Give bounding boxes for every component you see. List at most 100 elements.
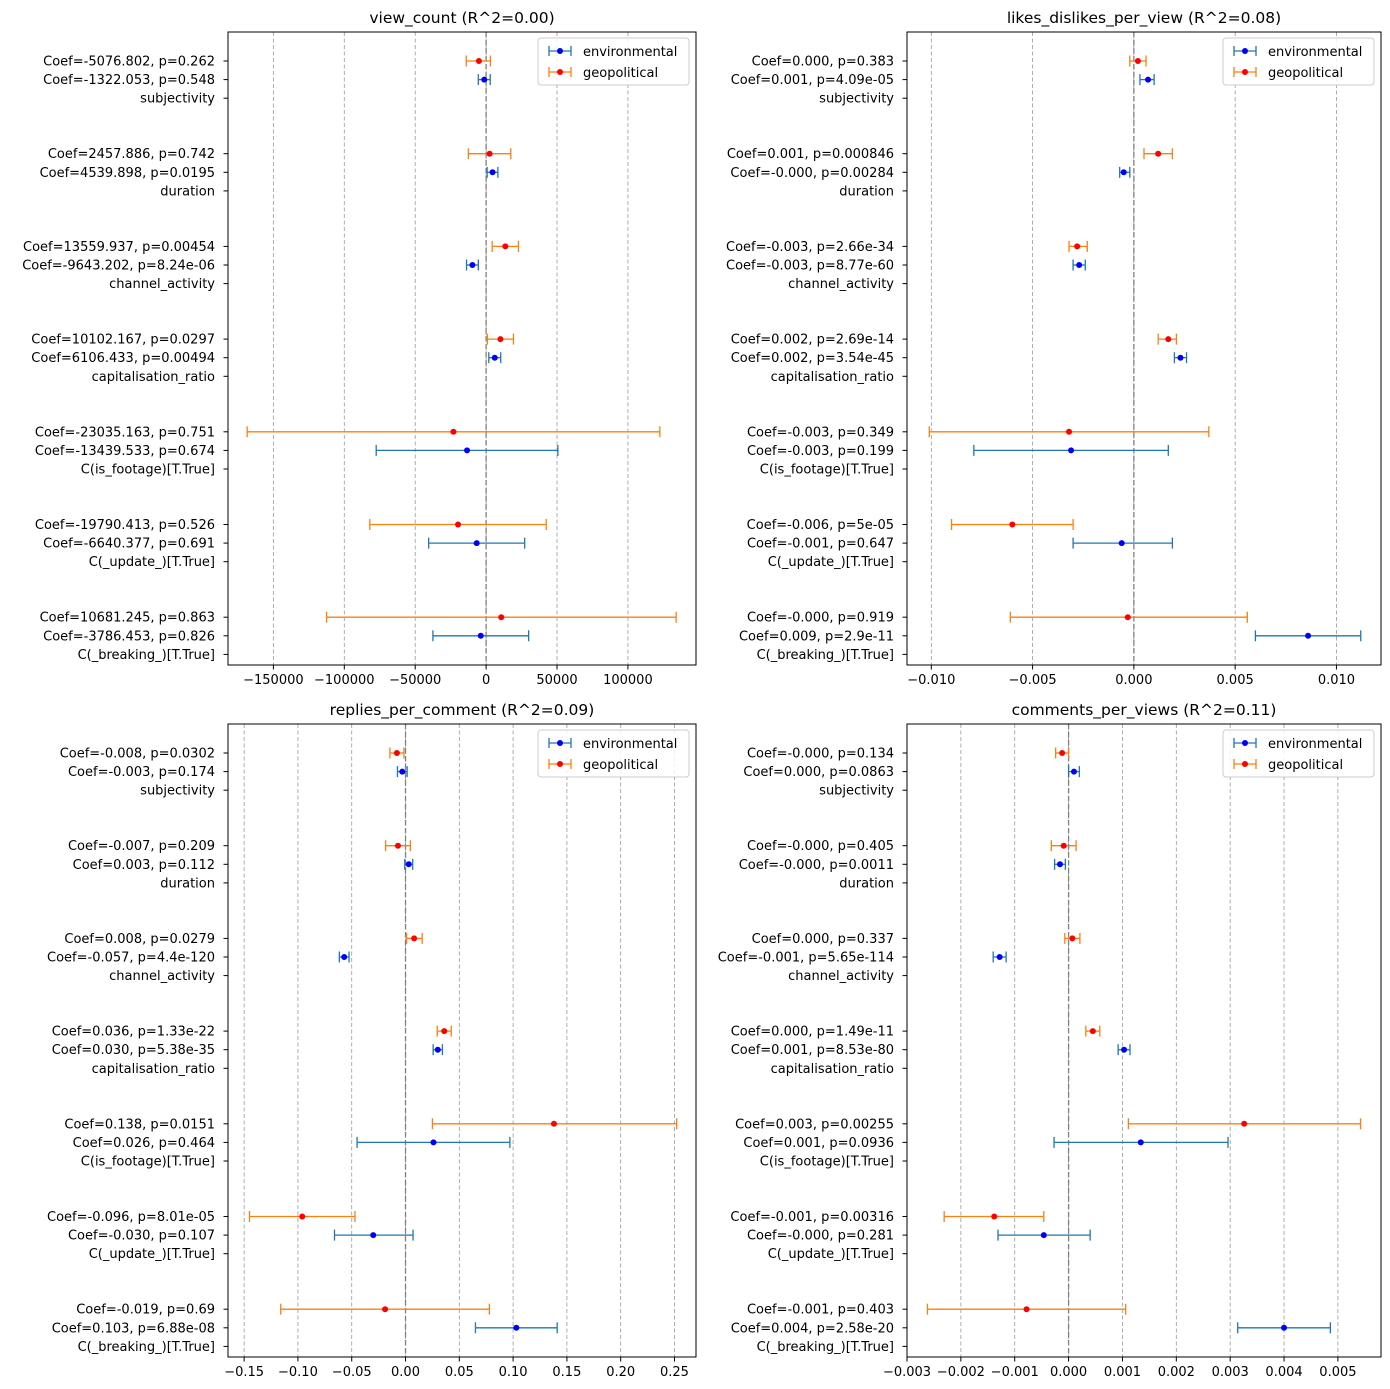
axes-frame [906,723,1382,1358]
x-tick-label: −0.15 [224,1365,264,1380]
variable-label: duration [839,876,894,891]
legend-swatch-marker [557,761,563,767]
legend-box [1222,37,1375,86]
coef-label: Coef=0.000, p=1.49e-11 [731,1025,894,1040]
legend-swatch-marker [557,69,563,75]
x-tick-label: 0.10 [499,1365,528,1380]
geo-point [1060,842,1067,849]
coef-label: Coef=-3786.453, p=0.826 [43,629,215,644]
variable-label: C(_breaking_)[T.True] [757,648,894,663]
geo-point [441,1028,448,1035]
coef-label: Coef=-9643.202, p=8.24e-06 [22,259,215,274]
env-point [469,262,476,268]
variable-label: subjectivity [819,784,894,799]
variable-label: C(_update_)[T.True] [768,555,894,570]
geo-point [1074,243,1081,250]
coef-label: Coef=0.001, p=4.09e-05 [731,73,894,88]
coef-label: Coef=0.008, p=0.0279 [64,932,215,947]
variable-label: duration [160,876,215,891]
x-tick-label: 0 [482,673,490,688]
coef-label: Coef=4539.898, p=0.0195 [40,166,215,181]
coef-label: Coef=-0.019, p=0.69 [76,1303,215,1318]
variable-label: capitalisation_ratio [92,1062,215,1077]
geo-point [1023,1306,1030,1313]
x-tick-label: 0.000 [1115,673,1152,688]
variable-label: channel_activity [788,277,894,292]
x-tick-label: −150000 [243,673,304,688]
x-tick-label: 0.05 [445,1365,474,1380]
x-tick-label: 0.005 [1319,1365,1356,1380]
geo-point [497,336,504,343]
env-point [481,76,488,83]
variable-label: C(_breaking_)[T.True] [757,1340,894,1355]
legend-label: geopolitical [583,66,658,81]
legend-label: geopolitical [1268,66,1343,81]
coef-label: Coef=-0.000, p=0.281 [747,1229,894,1244]
env-point [405,861,412,868]
x-tick-label: −50000 [389,673,441,688]
coef-label: Coef=-0.001, p=5.65e-114 [718,951,894,966]
env-point [513,1324,520,1331]
coef-label: Coef=-0.057, p=4.4e-120 [47,951,215,966]
env-point [491,354,498,361]
env-point [434,1046,441,1053]
geo-point [475,58,482,64]
coef-label: Coef=-0.001, p=0.647 [747,537,894,552]
legend-swatch-marker [1242,48,1248,54]
coef-label: Coef=-0.003, p=8.77e-60 [726,259,894,274]
geo-point [1165,336,1172,343]
coef-label: Coef=0.003, p=0.00255 [735,1117,894,1132]
coef-label: Coef=0.009, p=2.9e-11 [739,629,894,644]
coef-label: Coef=-0.003, p=0.174 [68,765,215,780]
coef-label: Coef=0.002, p=2.69e-14 [731,333,894,348]
env-point [1145,76,1152,83]
coef-label: Coef=-0.000, p=0.919 [747,611,894,626]
legend-swatch-marker [557,48,563,54]
geo-point [1009,521,1016,528]
coef-label: Coef=0.001, p=8.53e-80 [731,1043,894,1058]
geo-point [393,750,400,756]
variable-label: channel_activity [788,969,894,984]
geo-point [455,521,462,528]
coef-label: Coef=6106.433, p=0.00494 [31,351,215,366]
geo-point [450,428,457,435]
geo-point [1066,428,1073,435]
coef-label: Coef=-0.003, p=0.199 [747,444,894,459]
coef-label: Coef=0.003, p=0.112 [73,858,215,873]
legend-label: geopolitical [1268,758,1343,773]
x-tick-label: 100000 [603,673,653,688]
legend: environmental geopolitical [1222,729,1375,778]
env-point [1120,169,1127,176]
env-point [1056,861,1063,868]
x-tick-label: 0.004 [1265,1365,1302,1380]
variable-label: capitalisation_ratio [92,370,215,385]
legend-box [537,37,690,86]
coef-label: Coef=-0.003, p=2.66e-34 [726,240,894,255]
legend-label: environmental [583,45,677,60]
legend-swatch-marker [1242,761,1248,767]
env-point [430,1139,437,1146]
env-point [341,954,348,960]
coef-label: Coef=-5076.802, p=0.262 [43,55,215,70]
coef-label: Coef=0.000, p=0.0863 [743,765,894,780]
coef-label: Coef=0.138, p=0.0151 [64,1117,215,1132]
env-point [1068,447,1075,454]
coef-label: Coef=-0.001, p=0.403 [747,1303,894,1318]
env-point [1305,632,1312,639]
geo-point [502,243,509,250]
x-tick-label: 0.00 [391,1365,420,1380]
x-tick-label: 0.001 [1104,1365,1141,1380]
env-point [1118,540,1125,547]
x-tick-label: 0.002 [1158,1365,1195,1380]
subplot-3: replies_per_comment (R^2=0.09) −0.15 −0.10… [47,701,697,1380]
variable-label: capitalisation_ratio [771,1062,894,1077]
subplot-2: likes_dislikes_per_view (R^2=0.08) −0.010… [726,9,1382,688]
variable-label: C(is_footage)[T.True] [760,1155,894,1170]
variable-label: C(_breaking_)[T.True] [78,648,215,663]
coef-label: Coef=-0.000, p=0.0011 [739,858,894,873]
coef-label: Coef=-23035.163, p=0.751 [35,425,215,440]
x-tick-label: 0.15 [552,1365,581,1380]
env-point [1121,1046,1128,1053]
geo-point [1134,58,1141,64]
geo-point [1241,1120,1248,1127]
